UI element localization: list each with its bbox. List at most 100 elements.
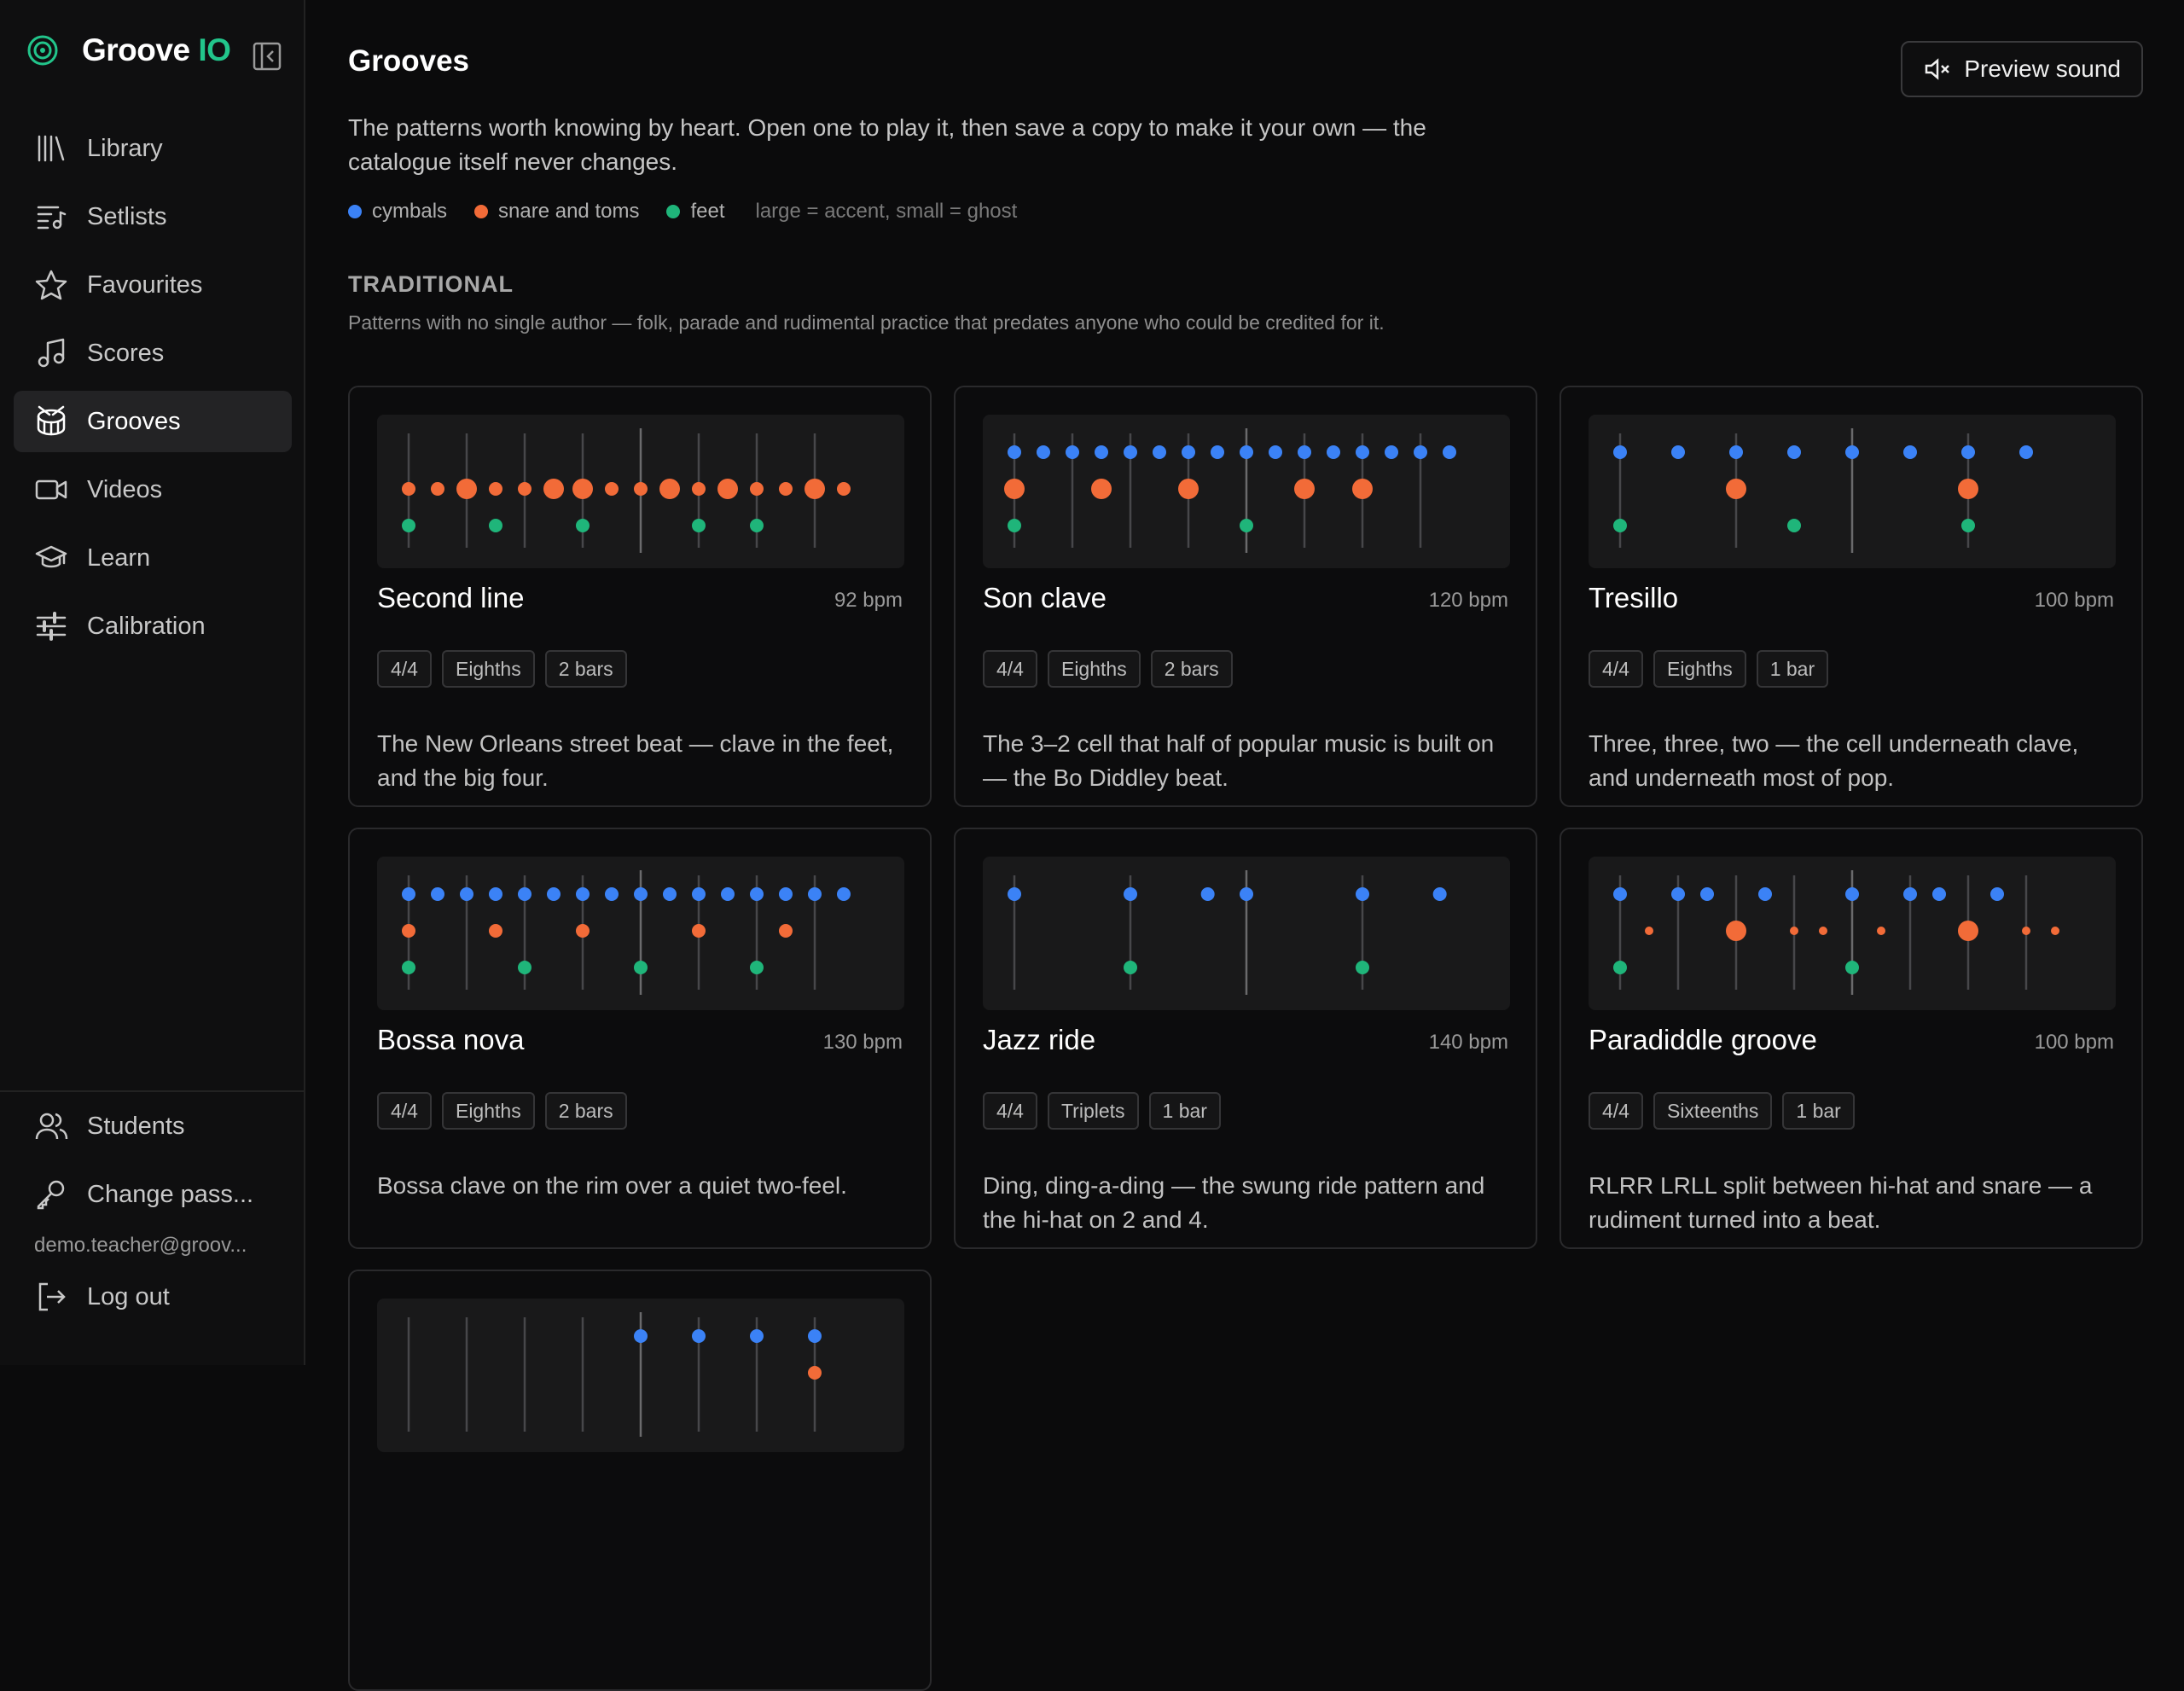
feet-hit (1787, 519, 1801, 532)
video-icon (35, 479, 67, 500)
cymbals-hit (1961, 445, 1975, 459)
cymbals-hit (750, 887, 764, 901)
groove-tags: 4/4 Eighths 2 bars (377, 650, 637, 688)
preview-sound-button[interactable]: Preview sound (1901, 41, 2143, 97)
cymbals-hit (1613, 887, 1627, 901)
sidebar-item-students[interactable]: Students (14, 1092, 292, 1160)
collapse-sidebar-icon[interactable] (252, 41, 282, 72)
groove-name: Son clave (983, 582, 1107, 613)
groove-card[interactable]: Paradiddle groove 100 bpm 4/4 Sixteenths 1 b… (1560, 828, 2143, 1249)
cymbals-hit (1903, 445, 1917, 459)
cymbals-hit (1182, 445, 1195, 459)
key-icon (37, 1180, 65, 1210)
feet-hit (1613, 961, 1627, 974)
snare-hit (1726, 921, 1746, 941)
groove-name: Jazz ride (983, 1024, 1096, 1055)
cymbals-hit (1356, 887, 1369, 901)
groove-pattern-viz (1589, 415, 2116, 568)
snare-hit (456, 479, 477, 499)
feet-hit (1240, 519, 1253, 532)
snare-hit (1958, 479, 1978, 499)
snare-hit (431, 482, 444, 496)
groove-card[interactable]: Jazz ride 140 bpm 4/4 Triplets 1 bar Ding, di… (954, 828, 1537, 1249)
sidebar-bottom: Students Change pass... demo.teacher@gro… (0, 1090, 305, 1331)
groove-bpm: 140 bpm (1428, 1031, 1508, 1054)
legend-note: large = accent, small = ghost (755, 200, 1018, 223)
cymbals-hit (1211, 445, 1224, 459)
groove-logo-icon (27, 35, 58, 66)
sidebar-item-change-password[interactable]: Change pass... (14, 1160, 292, 1229)
cymbals-hit (721, 887, 735, 901)
snare-hit (1958, 921, 1978, 941)
groove-card[interactable]: Tresillo 100 bpm 4/4 Eighths 1 bar Three, thr… (1560, 386, 2143, 807)
music-note-icon (38, 338, 65, 368)
cymbals-hit (779, 887, 793, 901)
feet-hit (634, 961, 648, 974)
groove-card[interactable] (348, 1270, 932, 1691)
groove-description: The 3–2 cell that half of popular music … (983, 730, 1495, 791)
cymbals-hit (1729, 445, 1743, 459)
groove-tag: 4/4 (983, 1092, 1037, 1130)
groove-tag: 1 bar (1756, 650, 1829, 688)
sidebar-item-label: Students (87, 1112, 185, 1140)
groove-name: Paradiddle groove (1589, 1024, 1817, 1055)
sidebar-item-setlists[interactable]: Setlists (14, 186, 292, 247)
cymbals-hit (634, 1329, 648, 1343)
sidebar-item-calibration[interactable]: Calibration (14, 596, 292, 657)
snare-hit (804, 479, 825, 499)
feet-hit (1613, 519, 1627, 532)
cymbals-hit (808, 887, 822, 901)
sidebar-nav: Library Setlists Favourites Scores Grooves Vi… (14, 118, 292, 664)
snare-hit (1178, 479, 1199, 499)
groove-bpm: 120 bpm (1428, 589, 1508, 612)
legend-cymbals: cymbals (348, 200, 447, 224)
groove-tag: 1 bar (1148, 1092, 1221, 1130)
cymbals-hit (1443, 445, 1456, 459)
brand[interactable]: Groove IO (26, 32, 231, 68)
snare-hit (1645, 927, 1653, 935)
sidebar-item-logout[interactable]: Log out (14, 1263, 292, 1331)
feet-hit (1008, 519, 1021, 532)
cymbals-hit (431, 887, 444, 901)
groove-card[interactable]: Bossa nova 130 bpm 4/4 Eighths 2 bars Bossa c… (348, 828, 932, 1249)
brand-accent: IO (198, 32, 231, 67)
cymbals-hit (1008, 445, 1021, 459)
snare-hit (402, 482, 415, 496)
snare-hit (402, 924, 415, 938)
cymbals-hit (1240, 445, 1253, 459)
preview-sound-label: Preview sound (1964, 55, 2121, 82)
cymbals-hit (1153, 445, 1166, 459)
groove-card[interactable]: Son clave 120 bpm 4/4 Eighths 2 bars The 3–2 … (954, 386, 1537, 807)
feet-dot (666, 205, 681, 218)
snare-hit (2022, 927, 2030, 935)
snare-hit (489, 482, 502, 496)
sidebar-item-scores[interactable]: Scores (14, 323, 292, 384)
cymbals-hit (808, 1329, 822, 1343)
groove-bpm: 130 bpm (822, 1031, 903, 1054)
legend: cymbals snare and toms feet large = acce… (348, 200, 1017, 224)
sidebar-item-grooves[interactable]: Grooves (14, 391, 292, 452)
snare-hit (1294, 479, 1315, 499)
groove-tag: 4/4 (377, 650, 432, 688)
groove-tag: 1 bar (1782, 1092, 1855, 1130)
cymbals-hit (1327, 445, 1340, 459)
snare-hit (692, 924, 706, 938)
cymbals-hit (1990, 887, 2004, 901)
sidebar-item-learn[interactable]: Learn (14, 527, 292, 589)
groove-pattern-viz (377, 1299, 904, 1452)
sidebar-item-videos[interactable]: Videos (14, 459, 292, 520)
groove-description: Ding, ding-a-ding — the swung ride patte… (983, 1172, 1485, 1233)
sidebar-item-label: Library (87, 134, 163, 162)
groove-tag: Eighths (1047, 650, 1141, 688)
snare-hit (2051, 927, 2059, 935)
groove-description: Bossa clave on the rim over a quiet two-… (377, 1172, 847, 1199)
cymbals-hit (1095, 445, 1108, 459)
sidebar-item-library[interactable]: Library (14, 118, 292, 179)
sidebar: Groove IO Library Setlists Favourites Score… (0, 0, 305, 1365)
sliders-icon (36, 612, 67, 641)
cymbals-hit (460, 887, 473, 901)
sidebar-item-favourites[interactable]: Favourites (14, 254, 292, 316)
page-title: Grooves (348, 44, 469, 78)
feet-hit (750, 519, 764, 532)
groove-card[interactable]: Second line 92 bpm 4/4 Eighths 2 bars The New… (348, 386, 932, 807)
